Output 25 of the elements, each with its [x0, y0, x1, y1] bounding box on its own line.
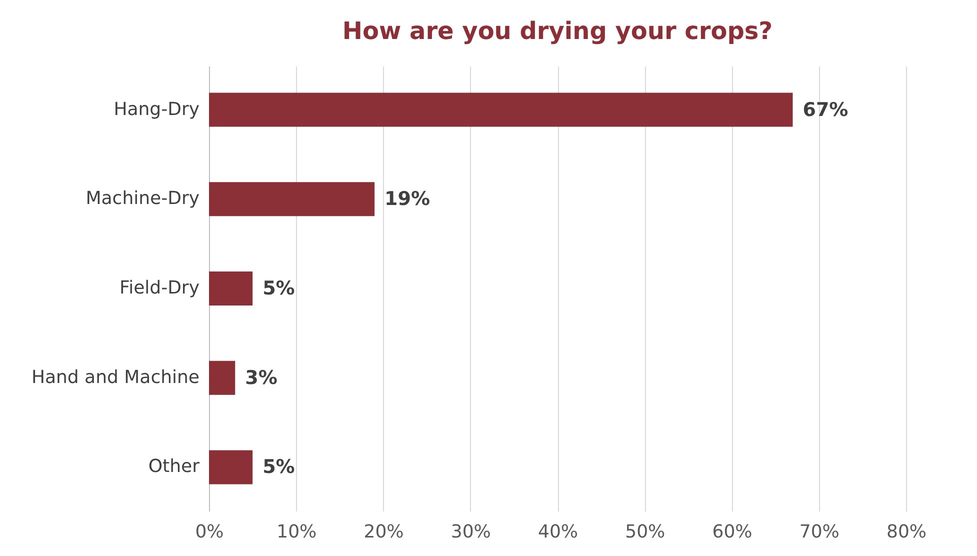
data-label: 67% [802, 98, 848, 121]
data-label: 3% [245, 366, 278, 389]
chart-title: How are you drying your crops? [342, 17, 773, 45]
bar [209, 360, 236, 395]
data-label: 5% [262, 456, 295, 478]
y-tick-label: Other [148, 456, 200, 478]
x-tick-label: 60% [712, 522, 752, 542]
data-label: 19% [384, 188, 430, 210]
y-tick-label: Hand and Machine [31, 366, 200, 388]
data-label: 5% [262, 278, 295, 300]
x-tick-label: 30% [450, 522, 491, 542]
bar [209, 92, 793, 127]
x-tick-label: 10% [276, 522, 317, 542]
x-tick-label: 20% [364, 522, 404, 542]
bar [209, 272, 253, 306]
y-tick-label: Machine-Dry [86, 188, 200, 210]
x-tick-label: 80% [886, 522, 927, 542]
y-tick-label: Field-Dry [120, 278, 200, 298]
x-tick-label: 50% [625, 522, 666, 542]
y-tick-label: Hang-Dry [114, 98, 200, 120]
x-tick-label: 70% [799, 522, 840, 542]
bar [209, 182, 375, 216]
x-tick-label: 0% [195, 522, 224, 542]
bar [209, 450, 253, 484]
x-tick-label: 40% [538, 522, 578, 542]
